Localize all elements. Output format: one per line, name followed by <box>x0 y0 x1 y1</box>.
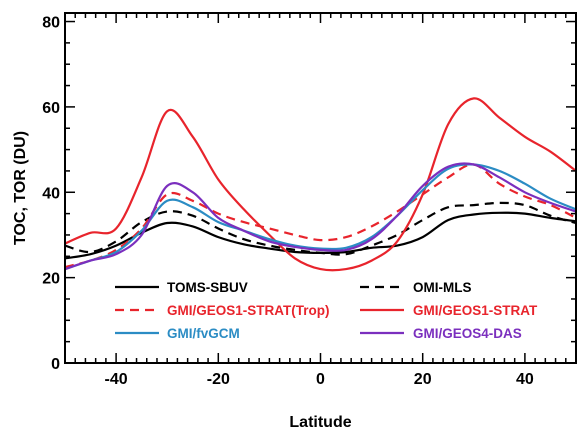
series-line-gmi-geos1-strat <box>65 97 576 272</box>
legend-label-gmi-geos1-strat-trop: GMI/GEOS1-STRAT(Trop) <box>167 303 330 318</box>
x-tick-label: -40 <box>105 371 128 388</box>
x-tick-label: -20 <box>207 371 230 388</box>
plot-lines <box>65 97 576 272</box>
series-line-gmi-geos4-das <box>65 162 576 271</box>
axes: -40 -20 0 20 40 0 20 40 60 80 Latitude TOC, TOR (DU… <box>12 13 577 431</box>
y-tick-label: 80 <box>42 15 60 32</box>
y-axis-label: TOC, TOR (DU) <box>12 131 29 245</box>
x-axis-label: Latitude <box>289 414 351 431</box>
x-tick-label: 40 <box>516 371 534 388</box>
y-tick-label: 40 <box>42 185 60 202</box>
legend-label-gmi-geos1-strat: GMI/GEOS1-STRAT <box>413 303 538 318</box>
y-tick-label: 60 <box>42 100 60 117</box>
legend: TOMS-SBUV OMI-MLS GMI/GEOS1-STRAT(Trop) GMI… <box>115 280 538 341</box>
legend-label-omi-mls: OMI-MLS <box>413 280 472 295</box>
y-tick-label: 0 <box>51 356 60 373</box>
legend-label-gmi-fvgcm: GMI/fvGCM <box>167 326 240 341</box>
series-line-omi-mls <box>65 201 576 256</box>
legend-label-gmi-geos4-das: GMI/GEOS4-DAS <box>413 326 522 341</box>
x-tick-label: 0 <box>316 371 325 388</box>
series-line-gmi-geos1-strat-trop <box>65 163 576 269</box>
x-tick-label: 20 <box>414 371 432 388</box>
legend-label-toms-sbuv: TOMS-SBUV <box>167 280 248 295</box>
y-tick-label: 20 <box>42 271 60 288</box>
